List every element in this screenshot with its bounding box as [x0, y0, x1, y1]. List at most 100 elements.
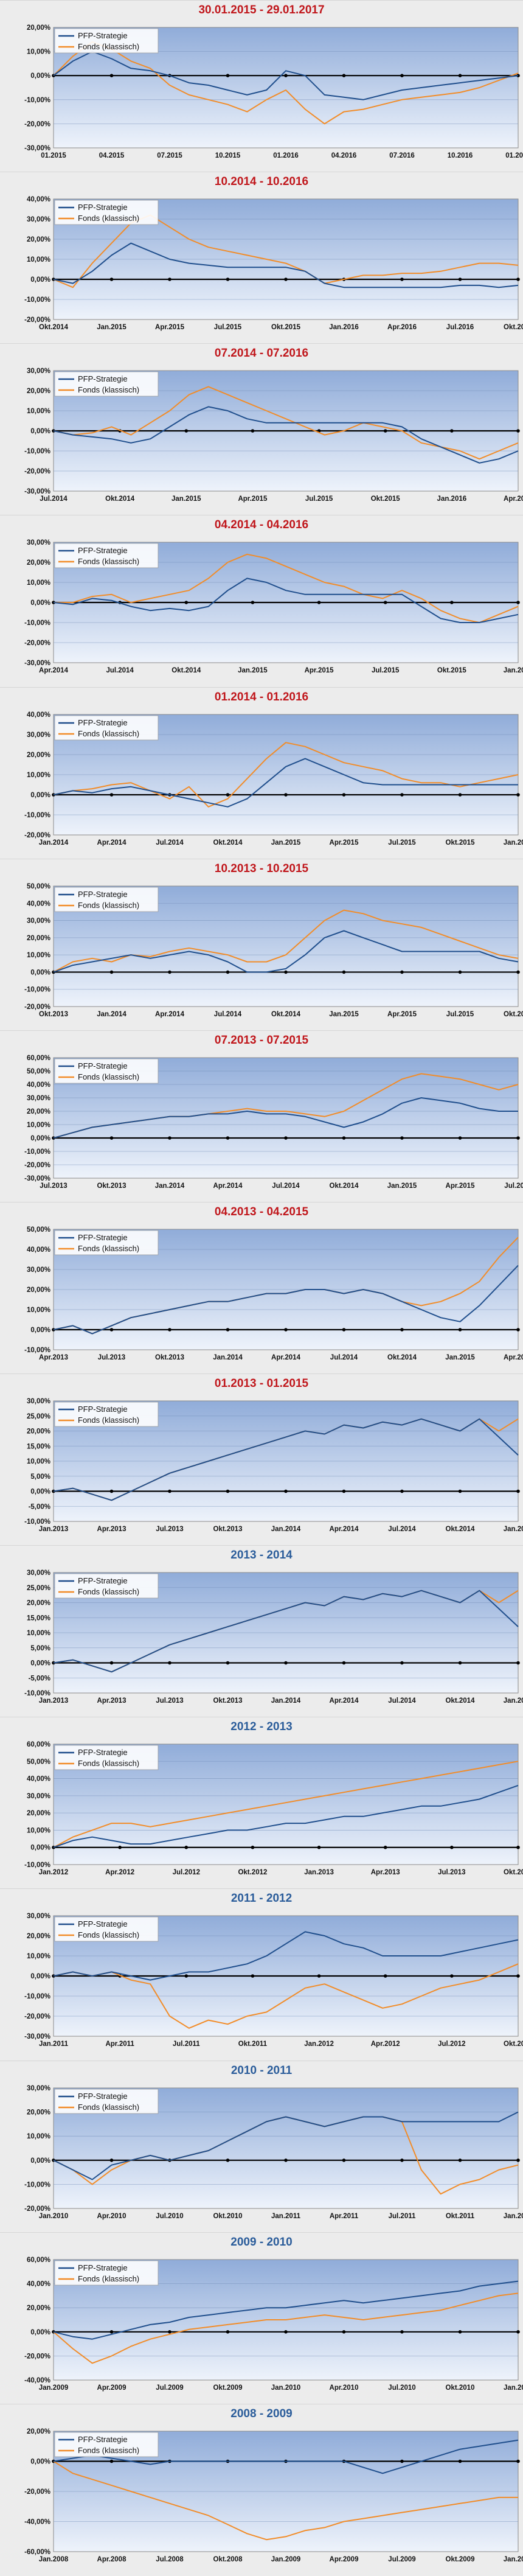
y-tick-label: 60,00% [27, 1741, 50, 1748]
y-tick-label: -20,00% [24, 1162, 50, 1169]
y-tick-label: -10,00% [24, 1347, 50, 1354]
chart-svg: 30,00% 25,00% 20,00% 15,00% 10,00% 5,00% 0,00%… [24, 1569, 523, 1705]
baseline-marker [450, 429, 454, 433]
x-tick-label: Apr.2014 [330, 1697, 359, 1705]
y-tick-label: 40,00% [27, 196, 50, 203]
legend-label: PFP-Strategie [78, 1061, 128, 1070]
legend-label: PFP-Strategie [78, 2263, 128, 2272]
x-tick-label: Jul.2015 [504, 1182, 523, 1190]
legend-label: Fonds (klassisch) [78, 1759, 139, 1768]
baseline-marker [284, 1489, 288, 1493]
y-tick-label: 0,00% [30, 969, 50, 976]
legend: PFP-Strategie Fonds (klassisch) [54, 200, 159, 225]
baseline-marker [109, 970, 114, 974]
x-tick-label: Jan.2015 [171, 495, 201, 503]
x-tick-label: Jul.2014 [214, 1011, 242, 1018]
baseline-marker [184, 1846, 189, 1849]
x-tick-label: Jul.2015 [388, 839, 416, 846]
y-tick-label: 0,00% [30, 1135, 50, 1142]
baseline-marker [516, 1328, 520, 1332]
series-line-pfp-strategie [53, 51, 519, 100]
x-tick-label: Okt.2015 [371, 495, 401, 503]
x-tick-label: Okt.2014 [330, 1182, 359, 1190]
x-tick-label: Jan.2012 [304, 2040, 334, 2048]
baseline-marker [342, 1489, 346, 1493]
legend-box [54, 715, 159, 740]
legend-box [54, 2432, 159, 2457]
baseline-marker [516, 792, 520, 797]
y-tick-label: 50,00% [27, 883, 50, 890]
x-tick-label: Jul.2014 [106, 667, 134, 674]
y-tick-label: 30,00% [27, 731, 50, 739]
y-tick-label: 30,00% [27, 368, 50, 375]
x-tick-label: Jul.2014 [388, 1526, 416, 1533]
chart-panel: 10.2014 - 10.2016 40,00% 30,00% 20,00% 10,00… [0, 172, 523, 344]
x-tick-label: Jan.2011 [39, 2040, 69, 2048]
legend-label: Fonds (klassisch) [78, 729, 139, 738]
x-tick-label: 04.2016 [331, 152, 357, 159]
legend-box [54, 1401, 159, 1427]
x-tick-label: Jan.2014 [155, 1182, 185, 1190]
x-tick-label: Jan.2016 [329, 324, 359, 331]
baseline-marker [168, 1328, 171, 1332]
y-tick-label: 20,00% [27, 236, 50, 243]
y-tick-label: -10,00% [24, 1993, 50, 2000]
x-tick-label: Jan.2015 [504, 1697, 523, 1705]
baseline-marker [109, 1136, 114, 1140]
baseline-marker [342, 1661, 346, 1665]
x-tick-label: Jan.2015 [97, 324, 126, 331]
x-tick-label: Jan.2011 [504, 2384, 523, 2392]
x-tick-label: Jul.2012 [173, 1869, 200, 1876]
baseline-marker [226, 792, 230, 797]
chart-panel: 01.2013 - 01.2015 30,00% 25,00% 20,00% 15,00… [0, 1374, 523, 1546]
chart-panel: 2010 - 2011 30,00% 20,00% 10,00% 0,00% -10,00… [0, 2060, 523, 2233]
y-tick-label: 30,00% [27, 1095, 50, 1102]
baseline-marker [118, 1846, 122, 1849]
y-tick-label: 10,00% [27, 49, 50, 56]
x-tick-label: Apr.2016 [504, 495, 523, 503]
baseline-marker [109, 2158, 114, 2162]
baseline-marker [400, 1661, 404, 1665]
y-tick-label: -20,00% [24, 2013, 50, 2020]
y-tick-label: 25,00% [27, 1413, 50, 1420]
y-tick-label: 30,00% [27, 539, 50, 546]
chart-title: 2010 - 2011 [230, 2064, 293, 2077]
baseline-marker [400, 1328, 404, 1332]
chart-svg: 60,00% 50,00% 40,00% 30,00% 20,00% 10,00% 0,00… [24, 1741, 523, 1876]
x-tick-label: Apr.2014 [213, 1182, 243, 1190]
series-line-pfp-strategie [53, 2111, 519, 2180]
legend-label: PFP-Strategie [78, 203, 128, 212]
chart-svg: 60,00%40,00%20,00%0,00%-20,00%-40,00%Jan… [24, 2257, 523, 2392]
baseline-marker [342, 2330, 346, 2334]
x-tick-label: Apr.2011 [330, 2213, 359, 2220]
x-tick-label: Apr.2015 [446, 1182, 476, 1190]
baseline-marker [342, 970, 346, 974]
y-tick-label: -20,00% [24, 120, 50, 128]
legend-label: Fonds (klassisch) [78, 2446, 139, 2455]
x-tick-label: Jan.2010 [39, 2213, 69, 2220]
x-tick-label: Apr.2015 [330, 839, 359, 846]
y-tick-label: 10,00% [27, 1630, 50, 1637]
legend-label: PFP-Strategie [78, 1405, 128, 1414]
chart-title: 04.2013 - 04.2015 [214, 1205, 309, 1218]
legend: PFP-Strategie Fonds (klassisch) [54, 1573, 159, 1599]
legend: PFP-Strategie Fonds (klassisch) [54, 887, 159, 912]
chart-panel: 01.2014 - 01.2016 40,00% 30,00% 20,00% 10,00… [0, 686, 523, 859]
chart-svg: 30,00% 20,00% 10,00% 0,00% -10,00% -20,00% -30… [24, 368, 523, 503]
baseline-marker [109, 277, 114, 281]
baseline-marker [284, 792, 288, 797]
legend-label: Fonds (klassisch) [78, 557, 139, 566]
legend-label: Fonds (klassisch) [78, 1244, 139, 1253]
x-tick-label: Jan.2015 [504, 1526, 523, 1533]
series-line-pfp-strategie [53, 2280, 519, 2340]
y-tick-label: -20,00% [24, 1004, 50, 1011]
baseline-marker [226, 2158, 230, 2162]
x-tick-label: Apr.2015 [504, 1354, 523, 1361]
x-tick-label: Apr.2010 [97, 2213, 126, 2220]
y-tick-label: -20,00% [24, 640, 50, 647]
y-tick-label: 0,00% [30, 1327, 50, 1334]
x-tick-label: Jul.2014 [272, 1182, 300, 1190]
baseline-marker [226, 970, 230, 974]
baseline-marker [383, 1846, 387, 1849]
baseline-marker [400, 2158, 404, 2162]
